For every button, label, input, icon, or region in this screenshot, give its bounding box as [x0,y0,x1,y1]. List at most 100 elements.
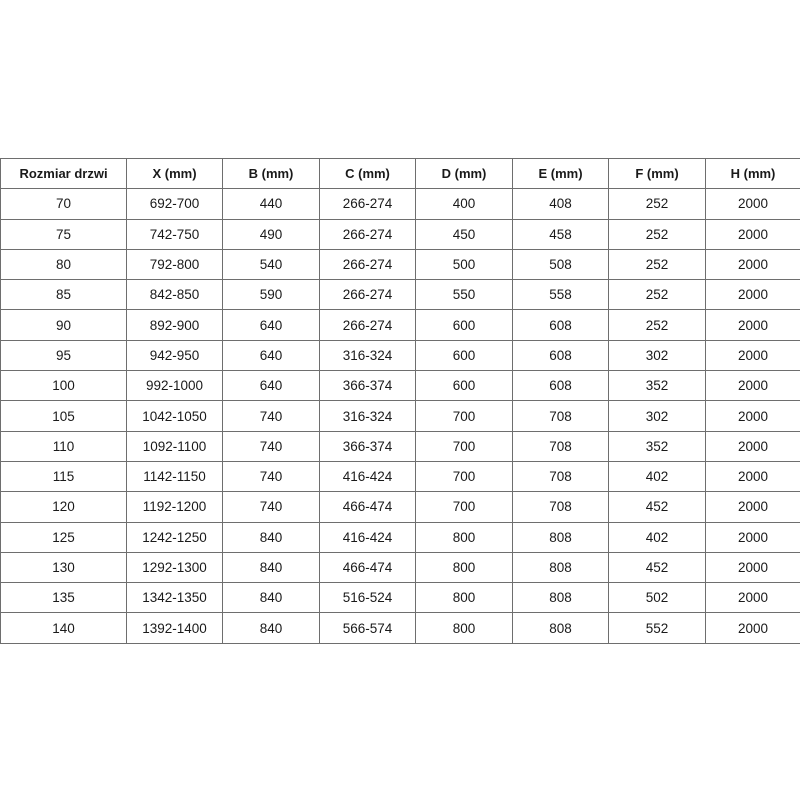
table-cell: 366-374 [319,370,416,402]
table-cell: 352 [608,430,706,462]
table-cell: 608 [512,339,609,372]
table-cell: 558 [512,279,609,311]
table-cell: 100 [0,370,127,402]
table-cell: 2000 [705,370,800,402]
table-cell: 740 [222,400,320,432]
table-cell: 2000 [705,218,800,250]
table-cell: 90 [0,309,127,341]
table-cell: 1142-1150 [126,460,223,493]
table-cell: 352 [608,370,706,402]
table-cell: 742-750 [126,218,223,250]
table-cell: 566-574 [319,612,416,644]
table-row: 75 742-750 490 266-274 450 458 252 2000 [0,218,800,250]
table-cell: 1092-1100 [126,430,223,462]
table-cell: 708 [512,400,609,432]
column-header: E (mm) [512,157,609,190]
table-row: 130 1292-1300 840 466-474 800 808 452 2000 [0,551,800,584]
table-cell: 366-374 [319,430,416,462]
table-cell: 502 [608,582,706,614]
table-cell: 316-324 [319,400,416,432]
table-cell: 316-324 [319,339,416,372]
table-cell: 266-274 [319,188,416,220]
table-cell: 450 [415,218,513,250]
table-cell: 2000 [705,491,800,523]
header-row: Rozmiar drzwi X (mm) B (mm) C (mm) D (mm) E (… [0,157,800,190]
table-cell: 600 [415,309,513,341]
table-cell: 135 [0,582,127,614]
table-cell: 252 [608,188,706,220]
dimensions-table: Rozmiar drzwi X (mm) B (mm) C (mm) D (mm) E (… [0,157,800,644]
table-cell: 80 [0,248,127,281]
table-row: 140 1392-1400 840 566-574 800 808 552 2000 [0,612,800,644]
column-header: C (mm) [319,157,416,190]
table-cell: 808 [512,521,609,553]
table-cell: 302 [608,400,706,432]
table-row: 120 1192-1200 740 466-474 700 708 452 2000 [0,491,800,523]
table-cell: 2000 [705,400,800,432]
table-cell: 840 [222,582,320,614]
table-cell: 95 [0,339,127,372]
table-cell: 452 [608,551,706,584]
table-cell: 892-900 [126,309,223,341]
table-cell: 252 [608,218,706,250]
table-cell: 120 [0,491,127,523]
table-cell: 266-274 [319,248,416,281]
table-cell: 2000 [705,309,800,341]
table-cell: 740 [222,491,320,523]
column-header: X (mm) [126,157,223,190]
table-cell: 700 [415,460,513,493]
table-cell: 808 [512,551,609,584]
table-cell: 942-950 [126,339,223,372]
table-cell: 540 [222,248,320,281]
table-cell: 700 [415,400,513,432]
table-cell: 792-800 [126,248,223,281]
table-cell: 608 [512,309,609,341]
table-cell: 125 [0,521,127,553]
table-cell: 740 [222,460,320,493]
table-cell: 840 [222,612,320,644]
table-cell: 500 [415,248,513,281]
table-row: 105 1042-1050 740 316-324 700 708 302 2000 [0,400,800,432]
table-cell: 440 [222,188,320,220]
table-cell: 302 [608,339,706,372]
table-row: 85 842-850 590 266-274 550 558 252 2000 [0,279,800,311]
table-cell: 692-700 [126,188,223,220]
table-cell: 1342-1350 [126,582,223,614]
table-cell: 452 [608,491,706,523]
column-header: Rozmiar drzwi [0,157,127,190]
column-header: B (mm) [222,157,320,190]
column-header: D (mm) [415,157,513,190]
table-cell: 842-850 [126,279,223,311]
table-cell: 600 [415,370,513,402]
table-cell: 840 [222,521,320,553]
table-cell: 552 [608,612,706,644]
table-row: 95 942-950 640 316-324 600 608 302 2000 [0,339,800,372]
table-cell: 800 [415,521,513,553]
table-row: 115 1142-1150 740 416-424 700 708 402 2000 [0,460,800,493]
table-row: 110 1092-1100 740 366-374 700 708 352 2000 [0,430,800,462]
table-cell: 115 [0,460,127,493]
table-cell: 992-1000 [126,370,223,402]
table-cell: 600 [415,339,513,372]
table-cell: 2000 [705,460,800,493]
table-cell: 508 [512,248,609,281]
table-cell: 252 [608,248,706,281]
table-cell: 640 [222,339,320,372]
table-cell: 70 [0,188,127,220]
table-cell: 708 [512,460,609,493]
table-cell: 466-474 [319,551,416,584]
table-cell: 800 [415,582,513,614]
table-cell: 140 [0,612,127,644]
table-cell: 516-524 [319,582,416,614]
table-cell: 266-274 [319,279,416,311]
table-cell: 402 [608,460,706,493]
table-cell: 400 [415,188,513,220]
table-cell: 252 [608,309,706,341]
table-cell: 808 [512,612,609,644]
table-cell: 2000 [705,188,800,220]
table-row: 70 692-700 440 266-274 400 408 252 2000 [0,188,800,220]
table-cell: 266-274 [319,218,416,250]
table-row: 100 992-1000 640 366-374 600 608 352 2000 [0,370,800,402]
table-cell: 1292-1300 [126,551,223,584]
table-cell: 266-274 [319,309,416,341]
